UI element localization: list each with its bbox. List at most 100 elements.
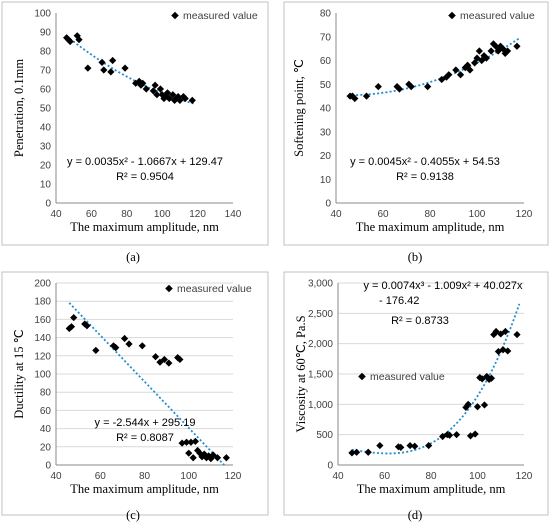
y-tick-label: 50 <box>320 80 332 91</box>
x-tick-label: 120 <box>516 209 533 220</box>
data-point <box>142 85 150 93</box>
r-squared-label: R² = 0.9138 <box>396 171 454 183</box>
data-point <box>442 73 451 81</box>
x-axis-title: The maximum amplitude, nm <box>356 220 505 234</box>
x-axis-title: The maximum amplitude, nm <box>70 482 219 496</box>
y-tick-label: 100 <box>34 9 51 20</box>
data-point <box>395 85 404 93</box>
data-point <box>182 438 191 446</box>
data-point <box>109 56 117 65</box>
y-tick-label: 10 <box>320 175 332 186</box>
data-point <box>353 448 361 456</box>
x-tick-label: 120 <box>225 471 242 482</box>
r-squared-label: R² = 0.8733 <box>391 315 449 327</box>
y-tick-label: 1,000 <box>308 400 333 411</box>
panel-frame <box>283 1 549 246</box>
data-point <box>501 327 509 336</box>
data-point <box>70 313 78 322</box>
data-point <box>165 94 173 103</box>
y-tick-label: 10 <box>40 180 52 191</box>
y-axis-title: Softening point, ℃ <box>292 59 306 157</box>
data-point <box>513 330 521 339</box>
data-point <box>499 45 507 53</box>
data-point <box>139 79 147 87</box>
data-point <box>112 344 120 352</box>
data-point <box>411 442 419 450</box>
panel-frame <box>1 271 269 516</box>
x-tick-label: 40 <box>330 209 342 220</box>
chart-panel-4: 0 500 1,000 1,500 2,000 2,500 3,000 40 60 80 100 12… <box>283 271 549 522</box>
legend-label: measured value <box>460 10 535 22</box>
data-point <box>464 400 472 408</box>
data-point <box>456 71 465 79</box>
data-point <box>473 403 482 411</box>
data-point <box>156 85 165 93</box>
data-point <box>160 355 169 364</box>
r-squared-label: R² = 0.9504 <box>116 171 174 183</box>
data-point <box>138 342 146 350</box>
data-point <box>151 353 160 361</box>
trend-equation: y = 0.0035x² - 1.0667x + 129.47 <box>67 156 223 168</box>
data-point <box>176 96 184 104</box>
y-tick-label: 0 <box>45 199 51 210</box>
y-tick-label: 40 <box>40 424 52 435</box>
y-tick-label: 0 <box>45 461 51 472</box>
data-point <box>393 83 401 91</box>
chart-panel-3: 0 20 40 60 80 100 120 140 160 180 200 40 60 80 100 120 T… <box>1 271 269 522</box>
data-point <box>362 92 371 100</box>
data-point <box>513 42 521 50</box>
y-tick-label: 100 <box>34 370 51 381</box>
data-point <box>120 334 129 343</box>
y-tick-label: 40 <box>40 123 52 134</box>
data-point <box>487 374 496 382</box>
data-point <box>471 430 479 438</box>
data-point <box>487 47 495 55</box>
y-tick-label: 60 <box>40 85 52 96</box>
data-point <box>376 441 384 450</box>
y-tick-label: 40 <box>320 104 332 115</box>
y-tick-label: 80 <box>40 388 52 399</box>
data-point <box>475 47 483 55</box>
x-tick-label: 80 <box>424 209 436 220</box>
x-tick-label: 80 <box>139 471 151 482</box>
x-tick-label: 140 <box>225 209 242 220</box>
data-point <box>153 91 161 99</box>
data-point <box>504 347 512 355</box>
data-point <box>480 401 489 409</box>
y-tick-label: 20 <box>40 161 52 172</box>
x-tick-label: 60 <box>379 471 391 482</box>
x-tick-label: 40 <box>50 471 62 482</box>
data-point <box>75 36 83 44</box>
y-tick-label: 80 <box>40 47 52 58</box>
y-tick-label: 180 <box>34 297 51 308</box>
data-point <box>156 358 164 366</box>
y-tick-label: 2,500 <box>308 309 333 320</box>
data-point <box>471 59 479 67</box>
legend-label: measured value <box>183 10 258 22</box>
y-tick-label: 30 <box>320 127 332 138</box>
trend-equation: y = 0.0045x² - 0.4055x + 54.53 <box>350 156 500 168</box>
data-point <box>452 66 460 74</box>
data-point <box>480 52 488 60</box>
y-tick-label: 70 <box>40 66 52 77</box>
data-point <box>503 47 512 55</box>
trend-equation-cont: - 176.42 <box>379 295 419 307</box>
x-tick-label: 80 <box>425 471 437 482</box>
data-point <box>209 451 217 459</box>
y-tick-label: 20 <box>320 151 332 162</box>
x-axis-title: The maximum amplitude, nm <box>70 220 219 234</box>
data-point <box>151 81 159 89</box>
r-squared-label: R² = 0.8087 <box>116 432 174 444</box>
data-point <box>172 94 180 103</box>
data-point <box>163 89 172 97</box>
data-point <box>490 330 498 339</box>
y-axis-title: Viscosity at 60℃, Pa.S <box>294 315 308 432</box>
data-point <box>84 64 92 72</box>
legend-marker <box>171 11 179 20</box>
y-tick-label: 50 <box>40 104 52 115</box>
data-point <box>374 83 382 91</box>
data-point <box>109 342 118 350</box>
data-point <box>425 441 433 450</box>
data-point <box>213 454 222 462</box>
panel-caption: (b) <box>408 250 423 264</box>
